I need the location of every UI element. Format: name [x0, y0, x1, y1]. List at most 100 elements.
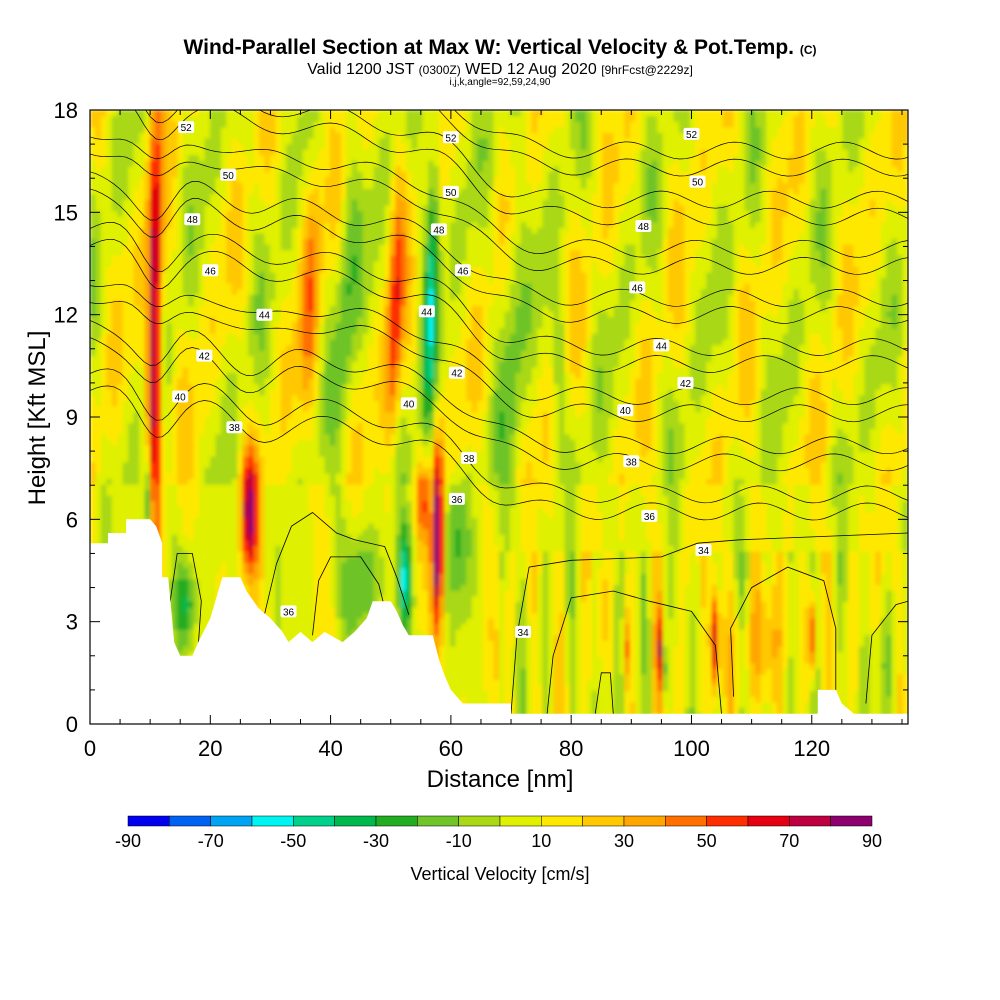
contour-label-text: 42 — [680, 379, 692, 390]
contour-label-bg — [653, 339, 670, 352]
colorbar-tick-label: -70 — [198, 831, 224, 851]
contour-label-text: 52 — [445, 133, 457, 144]
contour-label: 44 — [418, 305, 435, 318]
contour-label: 42 — [196, 349, 213, 363]
contour-label-text: 36 — [451, 495, 463, 506]
contour-label: 46 — [454, 264, 471, 277]
contour-label-text: 42 — [199, 352, 211, 363]
contour-label-text: 50 — [692, 178, 704, 189]
colorbar-swatch — [706, 815, 749, 827]
contour-label-text: 38 — [463, 454, 475, 465]
contour-label: 36 — [448, 492, 465, 506]
theta-contour-low — [594, 672, 614, 714]
theta-contour-50 — [134, 110, 908, 226]
contour-label: 46 — [202, 264, 219, 277]
contour-label-text: 50 — [223, 171, 235, 182]
colorbar-tick-label: -10 — [446, 831, 472, 851]
colorbar-swatch — [582, 815, 625, 827]
theta-contours — [90, 110, 908, 714]
theta-contour-42 — [90, 300, 908, 423]
contour-label-bg — [226, 421, 243, 434]
contour-label-text: 40 — [620, 406, 632, 417]
contour-label-bg — [629, 281, 646, 294]
theta-contour-low — [510, 532, 908, 714]
contour-label-text: 48 — [638, 222, 650, 233]
x-tick-label: 120 — [793, 736, 830, 761]
contour-label-bg — [448, 366, 465, 379]
colorbar-swatch — [210, 815, 253, 827]
contour-label: 36 — [280, 605, 297, 618]
contour-labels: 52 52 52 50 50 50 48 48 48 46 46 46 44 44 44 42 42 42 40 40… — [172, 121, 712, 639]
contour-label: 34 — [695, 544, 712, 557]
contour-label: 52 — [683, 127, 700, 141]
colorbar-swatch — [665, 815, 707, 827]
theta-contour-44 — [90, 238, 908, 373]
contour-label-bg — [677, 376, 694, 389]
x-tick-label: 40 — [318, 736, 342, 761]
contour-label: 52 — [178, 121, 195, 134]
colorbar-tick-label: 70 — [779, 831, 799, 851]
y-tick-label: 15 — [54, 200, 78, 225]
contour-label: 48 — [184, 213, 201, 226]
chart-params: i,j,k,angle=92,59,24,90 — [449, 77, 551, 88]
contour-label-text: 50 — [445, 188, 457, 199]
x-tick-label: 80 — [559, 736, 583, 761]
theta-contour-52 — [454, 110, 908, 160]
contour-label-bg — [202, 264, 219, 277]
x-axis-title: Distance [nm] — [426, 766, 574, 793]
colorbar-tick-label: 30 — [614, 831, 634, 851]
colorbar-swatch — [417, 815, 459, 827]
contour-label-bg — [220, 168, 237, 181]
y-tick-label: 18 — [54, 98, 78, 123]
colorbar-swatch — [830, 815, 873, 827]
x-tick-label: 0 — [84, 736, 96, 761]
terrain-mask — [90, 519, 908, 724]
theta-contour-38 — [90, 368, 908, 504]
colorbar-swatch — [375, 815, 418, 827]
contour-label: 44 — [256, 308, 273, 322]
contour-label: 48 — [635, 220, 652, 233]
contour-label-text: 52 — [181, 123, 193, 134]
contour-label: 40 — [617, 404, 634, 417]
x-tick-label: 20 — [198, 736, 222, 761]
theta-contour-low — [546, 590, 722, 714]
colorbar-swatch — [499, 815, 542, 827]
contour-label-text: 36 — [283, 607, 295, 618]
colorbar-tick-label: 10 — [531, 831, 551, 851]
contour-label-bg — [196, 349, 213, 362]
x-tick-label: 100 — [673, 736, 710, 761]
theta-contour-46 — [90, 171, 908, 307]
colorbar-swatch — [747, 815, 790, 827]
contour-label-bg — [683, 127, 700, 140]
contour-label-bg — [641, 509, 658, 522]
contour-label-bg — [454, 264, 471, 277]
colorbar-tick-label: 50 — [697, 831, 717, 851]
x-tick-label: 60 — [439, 736, 463, 761]
theta-contour-52 — [438, 110, 908, 177]
contour-label-bg — [460, 451, 477, 464]
contour-label-text: 40 — [403, 399, 415, 410]
contour-label-bg — [172, 390, 189, 403]
colorbar-title: Vertical Velocity [cm/s] — [410, 864, 590, 884]
contour-label: 40 — [400, 397, 417, 410]
theta-contour-40 — [90, 337, 908, 472]
chart-title: Wind-Parallel Section at Max W: Vertical… — [183, 36, 817, 59]
contour-label: 34 — [515, 625, 532, 639]
theta-contour-low — [312, 556, 386, 636]
colorbar-swatch — [334, 815, 377, 827]
contour-label: 36 — [641, 509, 658, 523]
theta-contour-low — [865, 600, 908, 704]
y-tick-label: 0 — [66, 712, 78, 737]
contour-label-text: 38 — [626, 457, 638, 468]
contour-label: 50 — [220, 168, 237, 182]
contour-label-bg — [695, 544, 712, 556]
theta-contour-low — [264, 512, 410, 615]
colorbar: -90 -70 -50 -30 -10 10 30 50 70 90 — [115, 815, 882, 851]
contour-label: 44 — [653, 339, 670, 352]
contour-label-bg — [430, 223, 447, 236]
colorbar-swatch — [293, 815, 335, 827]
contour-label-text: 44 — [259, 311, 271, 322]
contour-label-bg — [689, 175, 706, 188]
